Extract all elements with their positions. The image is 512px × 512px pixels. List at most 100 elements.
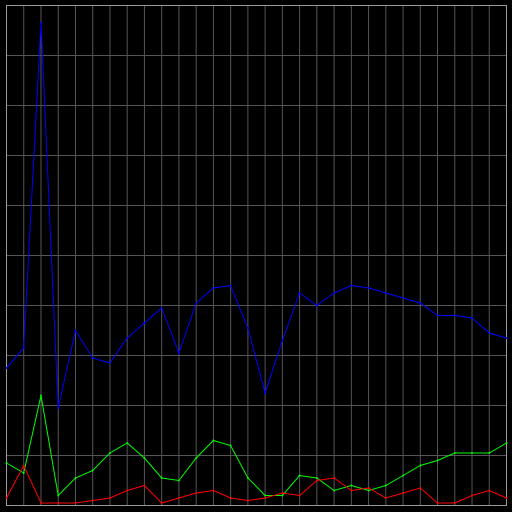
data-point bbox=[5, 462, 8, 464]
data-point bbox=[212, 489, 215, 492]
data-point bbox=[281, 339, 284, 342]
data-point bbox=[384, 292, 387, 294]
data-point bbox=[246, 499, 249, 502]
data-point bbox=[453, 502, 456, 504]
data-point bbox=[471, 494, 473, 497]
data-point bbox=[126, 442, 129, 444]
series-line bbox=[6, 395, 507, 497]
data-point bbox=[195, 302, 198, 304]
data-point bbox=[488, 452, 491, 454]
data-point bbox=[264, 497, 267, 499]
data-point bbox=[367, 287, 370, 289]
data-point bbox=[436, 314, 439, 317]
data-point bbox=[505, 337, 508, 339]
data-point bbox=[177, 479, 180, 482]
series-line bbox=[6, 464, 507, 504]
data-point bbox=[505, 497, 508, 499]
data-point bbox=[74, 502, 77, 504]
data-point bbox=[160, 307, 163, 309]
data-point bbox=[40, 394, 42, 397]
data-point bbox=[57, 407, 60, 409]
data-point bbox=[143, 484, 146, 487]
data-point bbox=[281, 494, 284, 497]
data-point bbox=[212, 287, 215, 289]
data-point bbox=[402, 474, 405, 477]
data-point bbox=[350, 284, 353, 287]
data-point bbox=[333, 489, 336, 492]
data-point bbox=[298, 494, 301, 497]
data-point bbox=[264, 494, 267, 497]
data-point bbox=[453, 452, 456, 454]
data-point bbox=[91, 469, 94, 472]
data-point bbox=[505, 442, 508, 444]
series-line bbox=[6, 22, 507, 409]
data-point bbox=[160, 477, 163, 479]
data-point bbox=[315, 304, 318, 307]
data-point bbox=[488, 332, 491, 334]
data-point bbox=[143, 322, 146, 324]
data-point bbox=[298, 474, 301, 477]
data-point bbox=[40, 22, 42, 24]
data-point bbox=[246, 477, 249, 479]
data-point bbox=[229, 444, 232, 447]
data-point bbox=[91, 357, 94, 359]
data-point bbox=[402, 492, 405, 494]
data-point bbox=[281, 492, 284, 494]
data-point bbox=[402, 297, 405, 299]
data-point bbox=[471, 317, 473, 319]
data-point bbox=[160, 502, 163, 504]
data-point bbox=[436, 459, 439, 462]
data-point bbox=[22, 464, 25, 467]
data-point bbox=[229, 497, 232, 499]
data-point bbox=[74, 329, 77, 332]
data-point bbox=[22, 472, 25, 474]
series-3 bbox=[5, 464, 508, 504]
data-point bbox=[333, 292, 336, 294]
series-1 bbox=[5, 22, 508, 409]
data-point bbox=[436, 502, 439, 504]
data-point bbox=[74, 477, 77, 479]
data-point bbox=[5, 497, 8, 499]
data-point bbox=[22, 347, 25, 349]
data-point bbox=[315, 477, 318, 479]
series-2 bbox=[5, 394, 508, 497]
data-point bbox=[298, 292, 301, 294]
data-point bbox=[419, 302, 422, 304]
data-point bbox=[126, 337, 129, 339]
data-point bbox=[350, 489, 353, 492]
data-point bbox=[91, 499, 94, 502]
data-point bbox=[453, 314, 456, 317]
data-point bbox=[384, 484, 387, 487]
data-point bbox=[57, 502, 60, 504]
data-point bbox=[315, 479, 318, 482]
data-point bbox=[108, 497, 111, 499]
data-point bbox=[108, 362, 111, 364]
data-point bbox=[488, 489, 491, 492]
data-point bbox=[384, 497, 387, 499]
data-point bbox=[350, 484, 353, 487]
data-point bbox=[40, 502, 42, 504]
data-point bbox=[333, 477, 336, 479]
data-point bbox=[57, 494, 60, 497]
data-point bbox=[143, 457, 146, 459]
data-point bbox=[471, 452, 473, 454]
data-point bbox=[264, 392, 267, 394]
chart-grid bbox=[6, 5, 507, 506]
data-point bbox=[195, 492, 198, 494]
data-point bbox=[367, 487, 370, 489]
chart-series bbox=[5, 22, 508, 504]
data-point bbox=[229, 284, 232, 287]
data-point bbox=[195, 457, 198, 459]
data-point bbox=[419, 487, 422, 489]
data-point bbox=[5, 367, 8, 369]
data-point bbox=[126, 489, 129, 492]
data-point bbox=[108, 452, 111, 454]
data-point bbox=[177, 352, 180, 354]
data-point bbox=[419, 464, 422, 467]
data-point bbox=[212, 439, 215, 442]
data-point bbox=[177, 497, 180, 499]
data-point bbox=[367, 489, 370, 492]
plot-border bbox=[6, 5, 507, 506]
data-point bbox=[246, 327, 249, 329]
